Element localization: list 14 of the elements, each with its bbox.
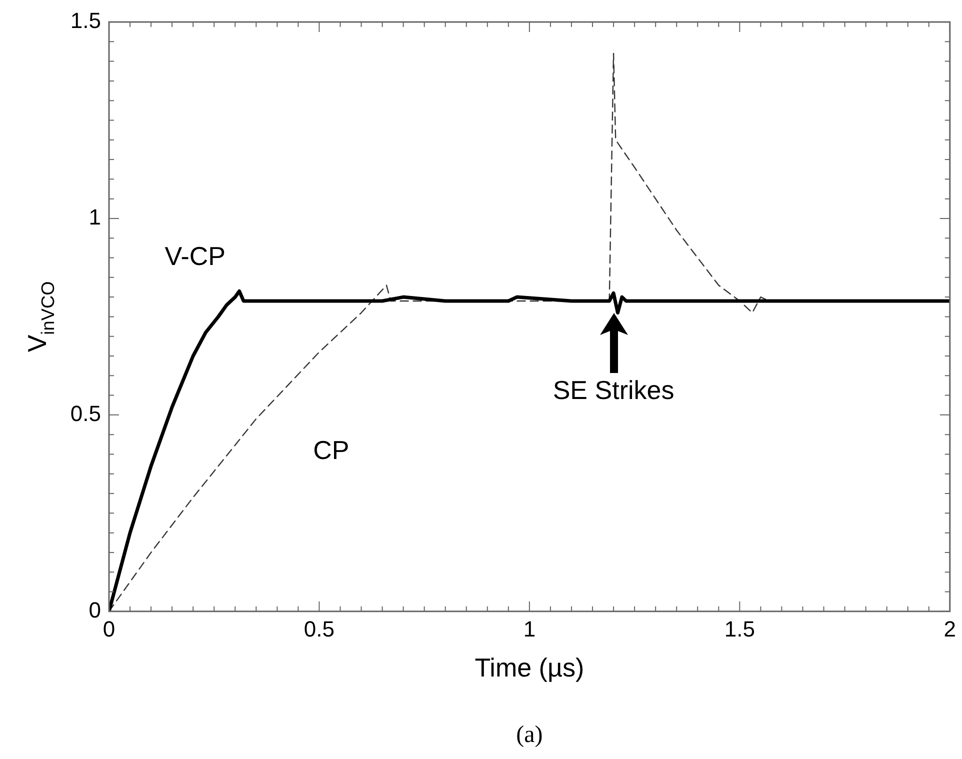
y-tick-label: 0 (88, 597, 101, 622)
x-tick-label: 1.5 (724, 616, 755, 642)
y-tick-label: 0.5 (70, 400, 101, 426)
y-tick-label: 1.5 (70, 8, 101, 34)
annotation: SE Strikes (552, 375, 674, 406)
series-label: V-CP (164, 241, 226, 272)
x-tick-label: 2 (944, 616, 956, 642)
text: CP (313, 434, 350, 465)
x-axis-title: Time (µs) (474, 652, 584, 683)
y-axis-title: VinVCO (22, 281, 58, 352)
x-tick-label: 0.5 (304, 616, 335, 642)
y-tick-label: 1 (88, 204, 101, 230)
text: (a) (516, 722, 543, 748)
x-tick-label: 1 (523, 616, 536, 642)
